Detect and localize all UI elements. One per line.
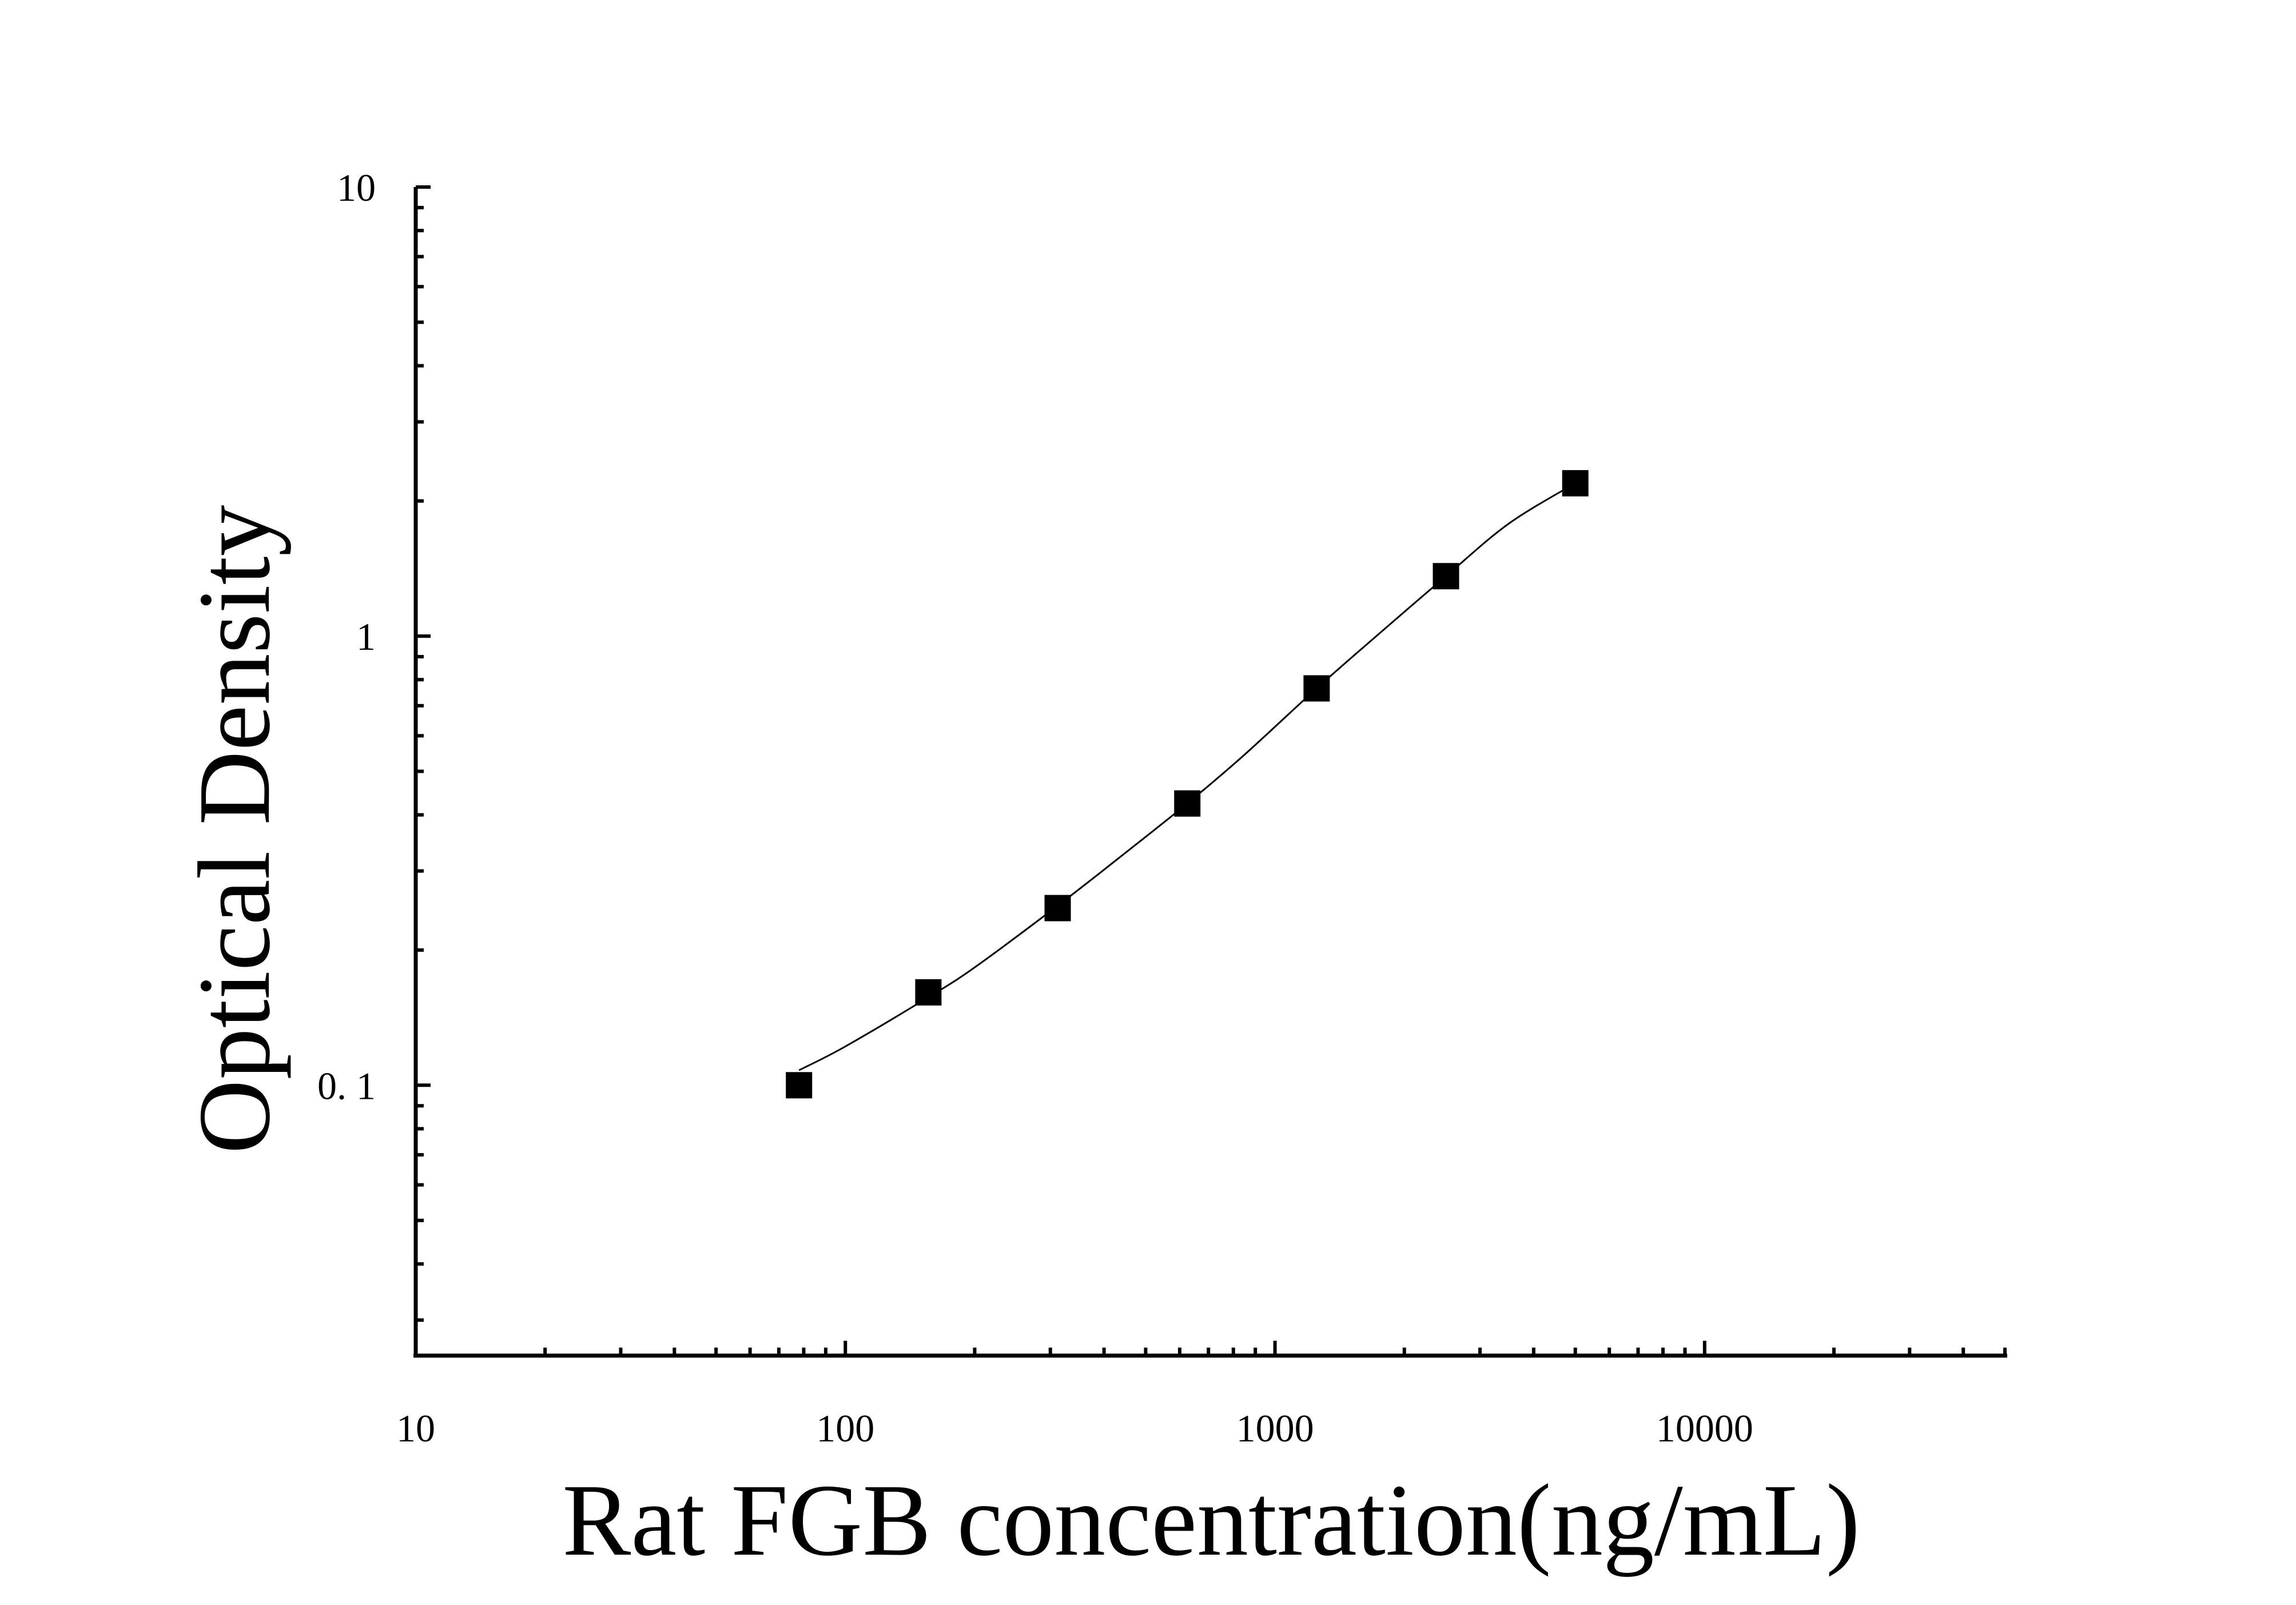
x-axis-title: Rat FGB concentration(ng/mL) bbox=[562, 1463, 1860, 1577]
data-point bbox=[1432, 563, 1459, 590]
y-tick-label: 10 bbox=[337, 166, 376, 209]
data-markers bbox=[786, 470, 1589, 1099]
x-tick-labels: 10 100 1000 10000 bbox=[396, 1407, 1753, 1450]
x-tick-label: 10 bbox=[396, 1407, 435, 1450]
x-tick-label: 10000 bbox=[1656, 1407, 1753, 1450]
data-point bbox=[915, 979, 942, 1006]
y-tick-labels: 0. 1 1 10 bbox=[317, 166, 376, 1107]
y-axis-title: Optical Density bbox=[177, 505, 291, 1154]
x-tick-label: 100 bbox=[816, 1407, 874, 1450]
axes bbox=[413, 187, 2007, 1358]
y-tick-label: 0. 1 bbox=[317, 1064, 376, 1107]
data-point bbox=[786, 1072, 813, 1099]
y-tick-label: 1 bbox=[356, 615, 376, 658]
data-point bbox=[1562, 470, 1589, 496]
data-point bbox=[1303, 675, 1330, 702]
x-ticks bbox=[414, 1341, 2007, 1356]
data-point bbox=[1044, 895, 1071, 921]
y-ticks bbox=[416, 185, 431, 1322]
x-tick-label: 1000 bbox=[1236, 1407, 1314, 1450]
data-point bbox=[1174, 790, 1201, 817]
